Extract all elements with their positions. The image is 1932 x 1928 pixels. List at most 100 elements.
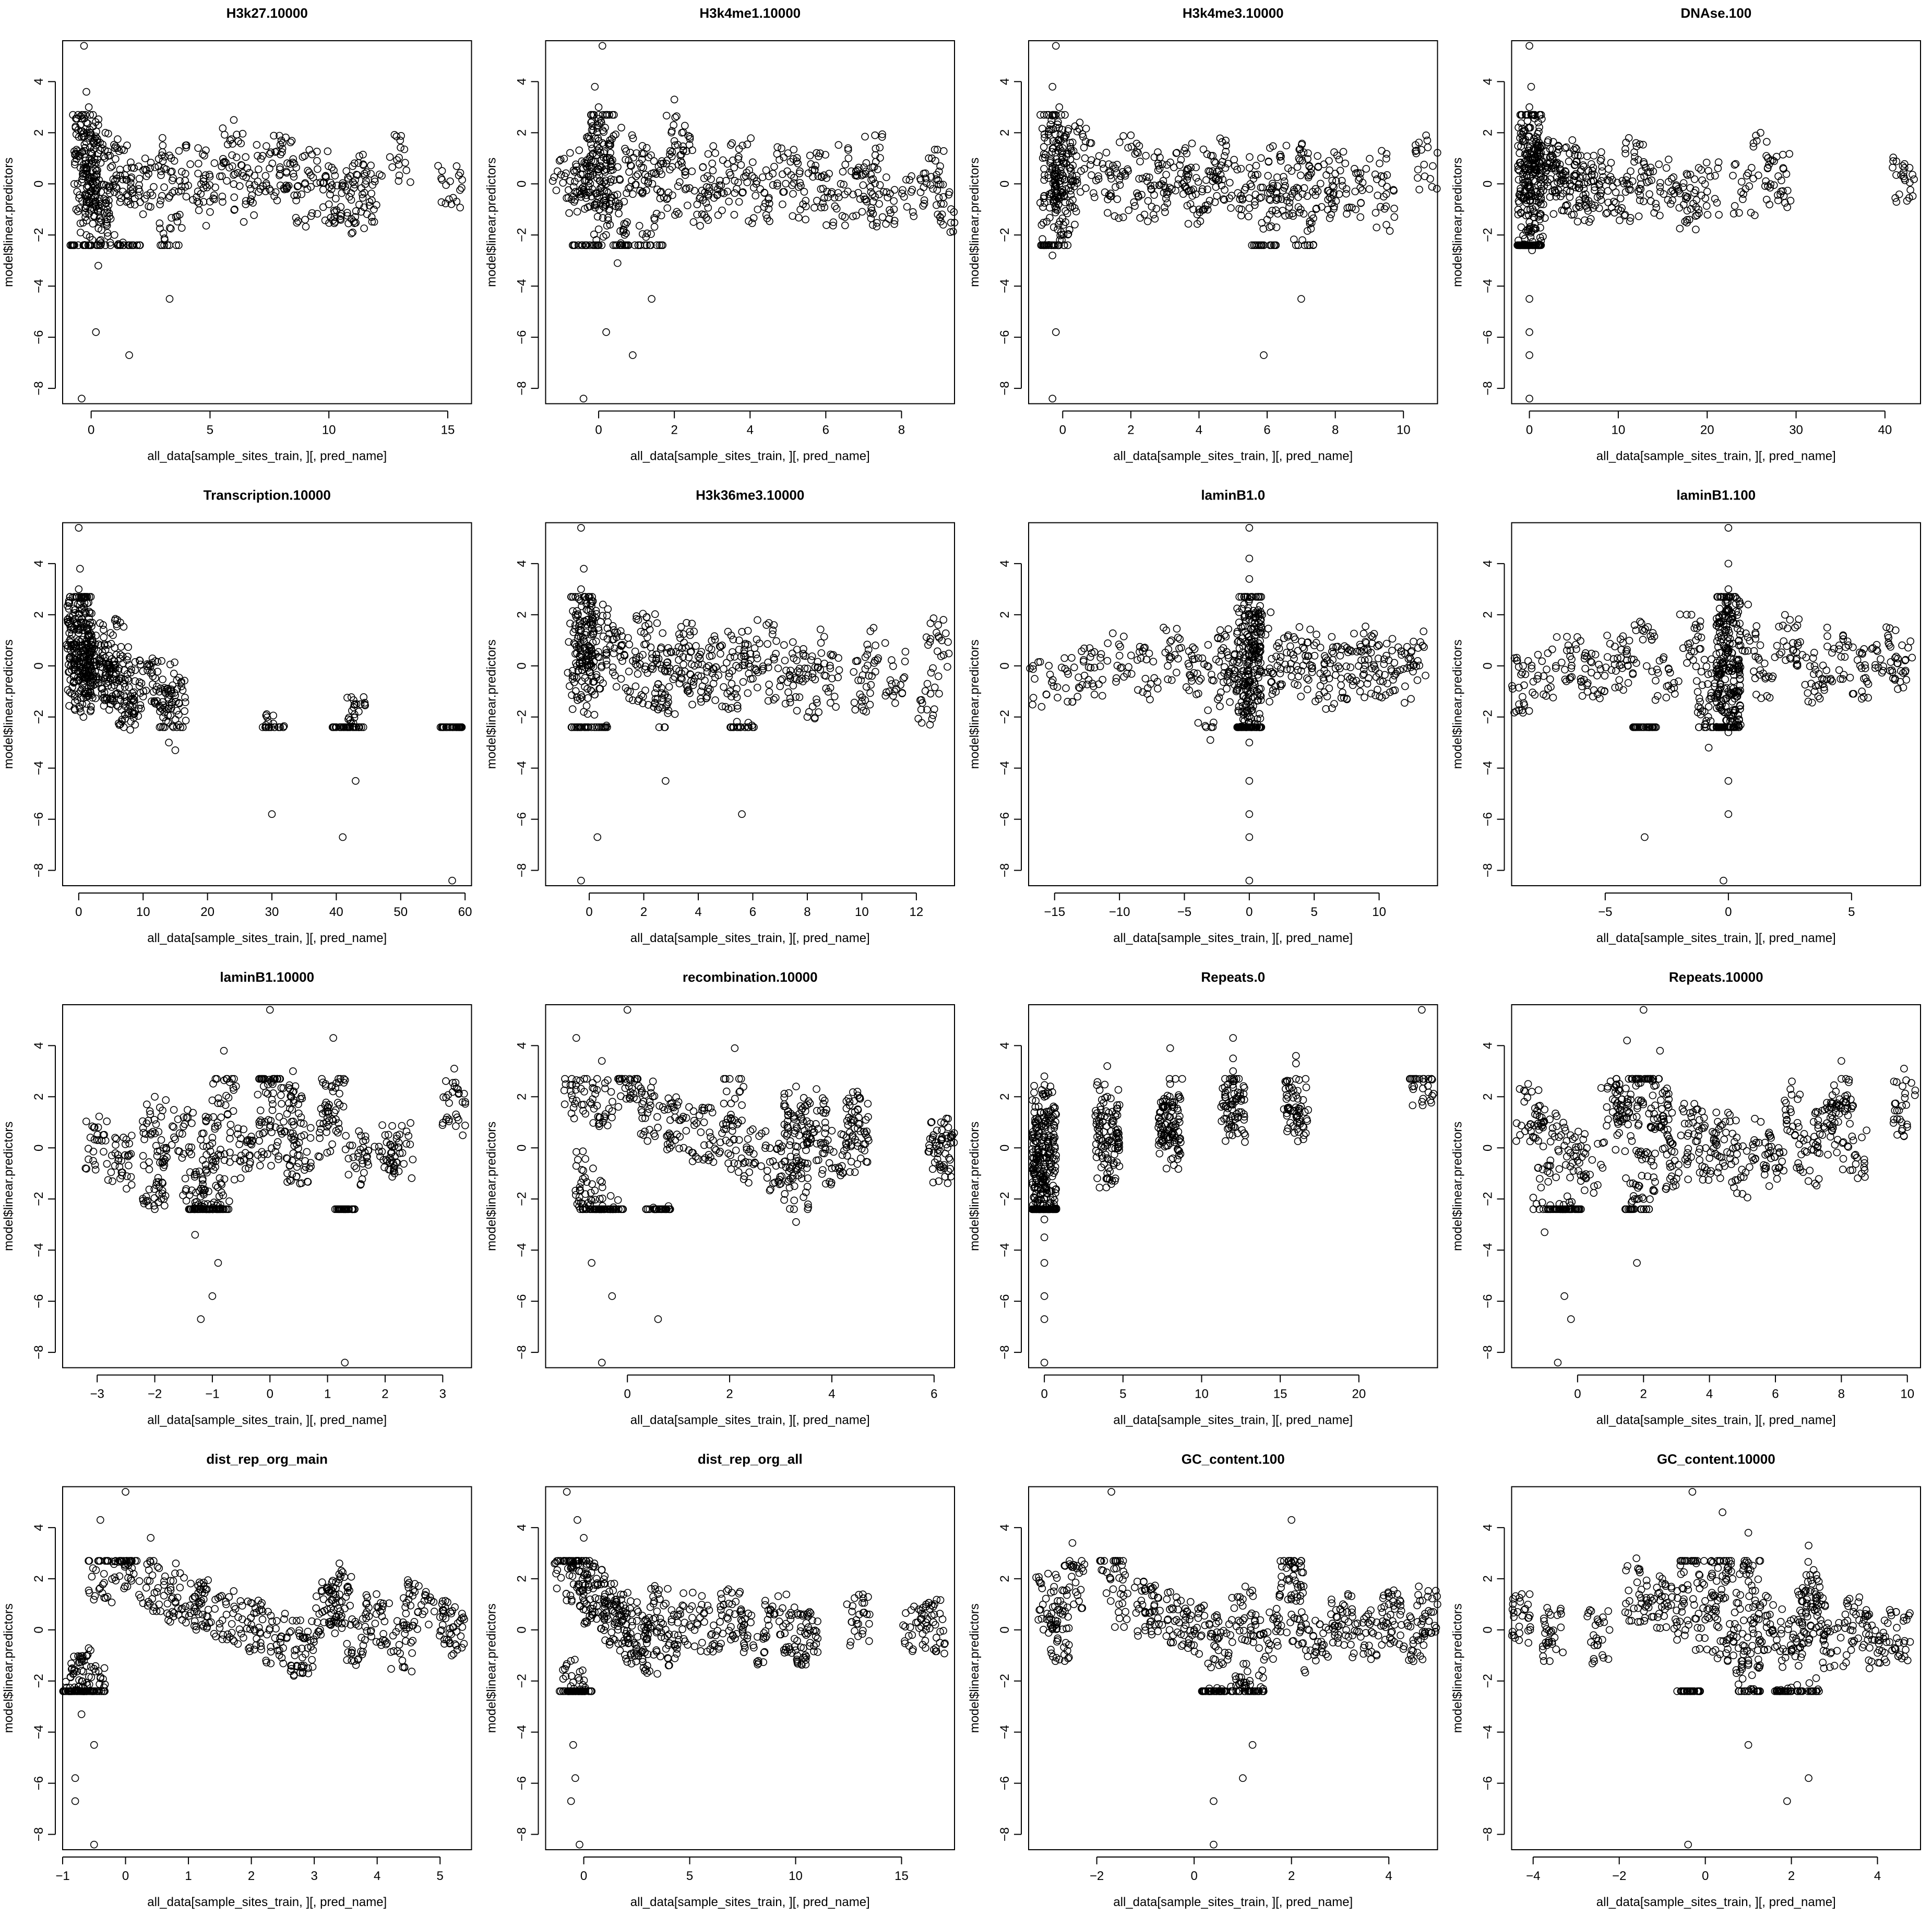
- points-layer: [66, 42, 466, 403]
- y-tick-label: −4: [32, 761, 46, 775]
- x-tick-label: 4: [1196, 423, 1202, 437]
- data-point: [1260, 351, 1268, 359]
- data-point: [659, 160, 667, 168]
- data-point: [90, 140, 98, 148]
- data-point: [157, 171, 165, 179]
- data-point: [582, 194, 590, 202]
- data-point: [773, 180, 781, 187]
- data-point: [100, 181, 108, 188]
- data-point: [595, 176, 604, 185]
- data-point: [583, 203, 592, 211]
- data-point: [1273, 173, 1281, 182]
- data-point: [164, 719, 172, 727]
- data-point: [1087, 139, 1095, 147]
- data-point: [81, 213, 89, 221]
- data-point: [216, 172, 224, 181]
- data-point: [1681, 218, 1689, 225]
- data-point: [1422, 131, 1430, 139]
- data-point: [1277, 157, 1285, 165]
- data-point: [720, 683, 728, 691]
- data-point: [644, 173, 652, 181]
- data-point: [1069, 161, 1077, 170]
- data-point: [103, 209, 111, 217]
- data-point: [890, 186, 899, 194]
- data-point: [587, 118, 595, 127]
- data-point: [577, 523, 585, 532]
- x-tick-label: 8: [898, 423, 905, 437]
- data-point: [1090, 193, 1099, 201]
- data-point: [103, 221, 111, 230]
- data-point: [77, 229, 85, 236]
- data-point: [365, 198, 374, 206]
- data-point: [675, 630, 683, 638]
- data-point: [135, 175, 144, 183]
- data-point: [1645, 190, 1653, 198]
- data-point: [708, 159, 717, 168]
- data-point: [898, 189, 906, 197]
- data-point: [1292, 241, 1300, 249]
- data-point: [806, 151, 814, 160]
- y-tick-label: 4: [32, 560, 46, 567]
- data-point: [1365, 185, 1374, 193]
- data-point: [348, 230, 355, 237]
- data-point: [659, 629, 666, 637]
- data-point: [1313, 630, 1320, 639]
- data-point: [1245, 777, 1254, 785]
- data-point: [610, 111, 618, 119]
- data-point: [826, 684, 834, 692]
- data-point: [927, 669, 935, 677]
- data-point: [71, 122, 80, 130]
- data-point: [1290, 186, 1298, 194]
- x-tick-label: 2: [671, 423, 677, 437]
- data-point: [786, 698, 794, 707]
- data-point: [393, 156, 401, 164]
- data-point: [1073, 176, 1081, 184]
- data-point: [74, 180, 82, 188]
- data-point: [645, 177, 652, 186]
- data-point: [352, 777, 360, 785]
- data-point: [914, 715, 922, 723]
- data-point: [765, 172, 773, 181]
- data-point: [1104, 639, 1112, 647]
- data-point: [1113, 161, 1121, 169]
- plot-frame: [1511, 40, 1921, 404]
- data-point: [1401, 699, 1409, 707]
- data-point: [861, 133, 869, 141]
- data-point: [783, 167, 791, 175]
- data-point: [1130, 198, 1138, 206]
- data-point: [1066, 226, 1074, 234]
- data-point: [669, 675, 677, 683]
- data-point: [1383, 171, 1391, 179]
- data-point: [841, 221, 849, 230]
- data-point: [1141, 674, 1150, 683]
- data-point: [139, 667, 147, 675]
- y-tick-label: −6: [998, 330, 1012, 344]
- data-point: [1239, 715, 1247, 723]
- data-point: [279, 139, 287, 147]
- data-point: [609, 241, 617, 249]
- data-point: [593, 174, 601, 182]
- data-point: [903, 203, 911, 211]
- data-point: [1338, 177, 1346, 185]
- data-point: [881, 639, 889, 647]
- data-point: [125, 351, 133, 359]
- data-point: [1058, 144, 1067, 152]
- data-point: [594, 111, 603, 119]
- data-point: [1304, 172, 1313, 180]
- data-point: [588, 163, 595, 171]
- data-point: [270, 192, 278, 200]
- data-point: [765, 681, 773, 688]
- data-point: [651, 610, 659, 618]
- data-point: [1062, 207, 1069, 215]
- data-point: [1066, 198, 1074, 207]
- y-tick-label: −8: [1481, 381, 1495, 395]
- data-point: [1040, 165, 1048, 173]
- data-point: [1166, 158, 1174, 166]
- data-point: [743, 140, 752, 148]
- data-point: [1356, 213, 1365, 221]
- data-point: [1142, 151, 1150, 160]
- data-point: [1039, 235, 1046, 243]
- data-point: [866, 689, 874, 697]
- data-point: [822, 221, 830, 229]
- data-point: [593, 833, 602, 841]
